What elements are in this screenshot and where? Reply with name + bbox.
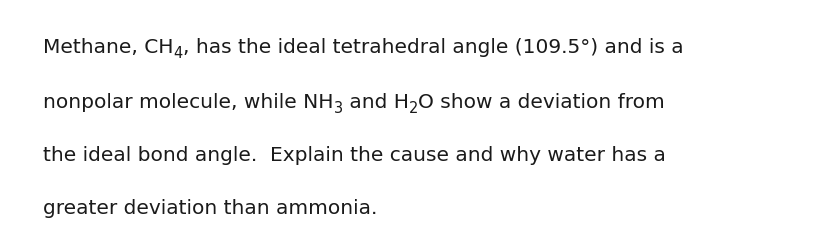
- Text: O show a deviation from: O show a deviation from: [418, 93, 664, 112]
- Text: the ideal bond angle.  Explain the cause and why water has a: the ideal bond angle. Explain the cause …: [43, 146, 665, 165]
- Text: 4: 4: [174, 46, 183, 61]
- Text: 3: 3: [333, 101, 342, 115]
- Text: Methane, CH: Methane, CH: [43, 38, 174, 57]
- Text: nonpolar molecule, while NH: nonpolar molecule, while NH: [43, 93, 333, 112]
- Text: , has the ideal tetrahedral angle (109.5°) and is a: , has the ideal tetrahedral angle (109.5…: [183, 38, 682, 57]
- Text: and H: and H: [342, 93, 409, 112]
- Text: 2: 2: [409, 101, 418, 115]
- Text: greater deviation than ammonia.: greater deviation than ammonia.: [43, 199, 377, 218]
